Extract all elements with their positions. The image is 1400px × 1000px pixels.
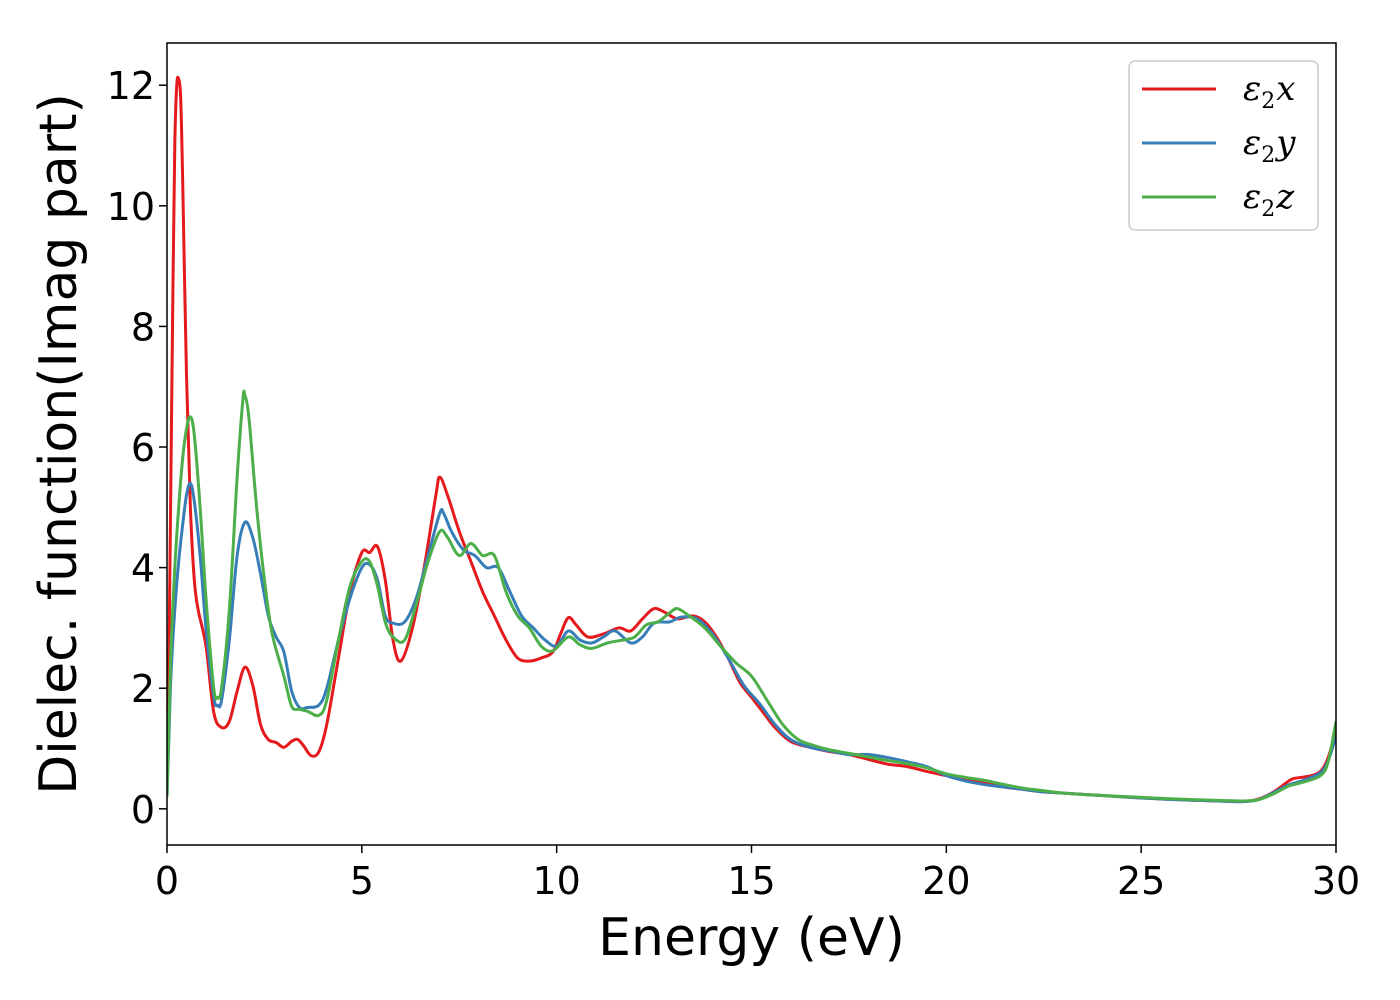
- legend-box: [1128, 60, 1319, 231]
- x-tick-label: 25: [1117, 859, 1165, 903]
- legend-label-x: ε2x: [1243, 69, 1295, 114]
- x-tick-label: 15: [727, 859, 775, 903]
- x-tick-label: 20: [922, 859, 970, 903]
- y-axis-label: Dielec. function(Imag part): [29, 93, 89, 795]
- y-tick-label: 2: [131, 667, 155, 711]
- y-tick-label: 10: [107, 185, 155, 229]
- plot-lines: [167, 75, 1336, 804]
- legend-label-z: ε2z: [1243, 177, 1295, 222]
- legend-label-y: ε2y: [1243, 123, 1296, 168]
- y-axis-ticks: 0 2 4 6 8 10 12: [107, 64, 167, 832]
- y-tick-label: 0: [131, 788, 155, 832]
- series-line-y: [167, 481, 1336, 804]
- y-tick-label: 8: [131, 305, 155, 349]
- legend: ε2x ε2y ε2z: [1128, 60, 1319, 231]
- y-tick-label: 4: [131, 547, 155, 591]
- x-tick-label: 30: [1312, 859, 1360, 903]
- x-tick-label: 5: [350, 859, 374, 903]
- x-tick-label: 0: [155, 859, 179, 903]
- series-line-z: [167, 389, 1336, 803]
- y-tick-label: 12: [107, 64, 155, 108]
- x-axis-ticks: 0 5 10 15 20 25 30: [155, 845, 1360, 903]
- x-axis-label: Energy (eV): [598, 908, 905, 968]
- y-tick-label: 6: [131, 426, 155, 470]
- x-tick-label: 10: [532, 859, 580, 903]
